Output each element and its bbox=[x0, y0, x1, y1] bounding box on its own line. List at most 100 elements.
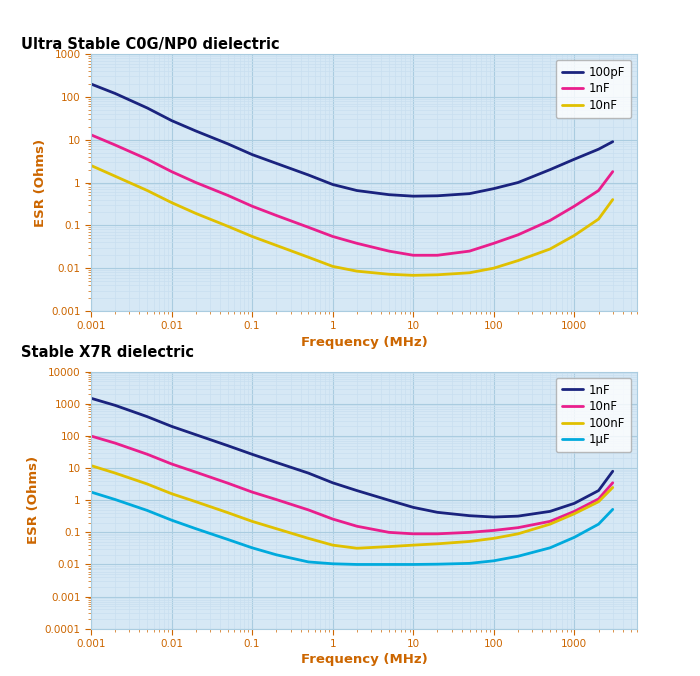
1nF bbox=[248, 202, 256, 210]
10nF bbox=[409, 530, 417, 538]
1μF bbox=[594, 520, 603, 528]
100pF bbox=[353, 187, 361, 195]
1μF bbox=[272, 551, 281, 559]
100nF bbox=[466, 537, 474, 546]
1nF bbox=[409, 504, 417, 512]
10nF bbox=[489, 264, 498, 272]
1μF bbox=[111, 496, 120, 504]
1μF bbox=[514, 552, 522, 560]
100nF bbox=[111, 469, 120, 477]
10nF bbox=[385, 529, 393, 537]
10nF bbox=[167, 460, 176, 468]
100nF bbox=[608, 483, 617, 491]
1nF bbox=[272, 212, 281, 220]
100nF bbox=[489, 534, 498, 542]
100nF bbox=[594, 498, 603, 506]
1nF bbox=[192, 178, 200, 187]
1nF bbox=[143, 155, 151, 164]
1nF bbox=[328, 233, 337, 241]
1nF bbox=[546, 216, 554, 224]
1μF bbox=[489, 557, 498, 565]
10nF bbox=[272, 496, 281, 504]
1μF bbox=[608, 505, 617, 513]
10nF bbox=[466, 269, 474, 277]
10nF bbox=[304, 506, 313, 514]
1nF bbox=[570, 500, 578, 508]
Line: 1nF: 1nF bbox=[91, 135, 612, 256]
10nF bbox=[192, 468, 200, 476]
10nF bbox=[466, 529, 474, 537]
10nF bbox=[570, 231, 578, 239]
10nF bbox=[304, 253, 313, 261]
10nF bbox=[192, 210, 200, 218]
10nF bbox=[272, 241, 281, 249]
100pF bbox=[192, 127, 200, 135]
10nF bbox=[248, 233, 256, 241]
10nF bbox=[248, 488, 256, 496]
100nF bbox=[409, 541, 417, 549]
Line: 100nF: 100nF bbox=[91, 466, 612, 548]
1μF bbox=[304, 558, 313, 566]
Y-axis label: ESR (Ohms): ESR (Ohms) bbox=[27, 456, 41, 544]
10nF bbox=[489, 527, 498, 535]
1nF bbox=[87, 130, 95, 139]
1nF bbox=[466, 512, 474, 520]
10nF bbox=[353, 267, 361, 275]
100pF bbox=[385, 191, 393, 199]
10nF bbox=[570, 507, 578, 515]
1nF bbox=[248, 450, 256, 458]
10nF bbox=[594, 215, 603, 223]
100pF bbox=[514, 178, 522, 187]
1nF bbox=[353, 239, 361, 247]
1nF bbox=[224, 441, 232, 450]
10nF bbox=[433, 530, 442, 538]
100pF bbox=[272, 160, 281, 168]
100nF bbox=[192, 498, 200, 506]
X-axis label: Frequency (MHz): Frequency (MHz) bbox=[300, 335, 428, 349]
1nF bbox=[608, 467, 617, 475]
1nF bbox=[489, 513, 498, 521]
100pF bbox=[489, 185, 498, 193]
10nF bbox=[514, 524, 522, 532]
100pF bbox=[143, 104, 151, 112]
1nF bbox=[192, 431, 200, 439]
100pF bbox=[409, 192, 417, 200]
1μF bbox=[192, 525, 200, 533]
100nF bbox=[514, 530, 522, 538]
1μF bbox=[224, 535, 232, 544]
1μF bbox=[385, 560, 393, 569]
1μF bbox=[409, 560, 417, 569]
100pF bbox=[594, 145, 603, 153]
1nF bbox=[385, 496, 393, 504]
1μF bbox=[167, 516, 176, 524]
1nF bbox=[87, 394, 95, 402]
X-axis label: Frequency (MHz): Frequency (MHz) bbox=[300, 653, 428, 667]
Line: 10nF: 10nF bbox=[91, 166, 612, 275]
1nF bbox=[328, 479, 337, 487]
1nF bbox=[433, 251, 442, 260]
1nF bbox=[143, 412, 151, 420]
100pF bbox=[328, 180, 337, 189]
1nF bbox=[514, 512, 522, 521]
10nF bbox=[328, 515, 337, 523]
100pF bbox=[304, 171, 313, 179]
Legend: 1nF, 10nF, 100nF, 1μF: 1nF, 10nF, 100nF, 1μF bbox=[556, 378, 631, 452]
100nF bbox=[353, 544, 361, 552]
Line: 1μF: 1μF bbox=[91, 492, 612, 564]
1nF bbox=[385, 247, 393, 255]
1nF bbox=[466, 247, 474, 255]
10nF bbox=[87, 432, 95, 440]
1μF bbox=[248, 544, 256, 552]
1μF bbox=[546, 544, 554, 552]
10nF bbox=[224, 479, 232, 487]
1nF bbox=[353, 487, 361, 495]
1μF bbox=[353, 560, 361, 569]
Legend: 100pF, 1nF, 10nF: 100pF, 1nF, 10nF bbox=[556, 60, 631, 118]
Y-axis label: ESR (Ohms): ESR (Ohms) bbox=[34, 139, 47, 226]
1μF bbox=[87, 488, 95, 496]
100nF bbox=[433, 539, 442, 548]
10nF bbox=[87, 162, 95, 170]
100nF bbox=[87, 462, 95, 470]
1nF bbox=[111, 402, 120, 410]
1μF bbox=[466, 559, 474, 567]
